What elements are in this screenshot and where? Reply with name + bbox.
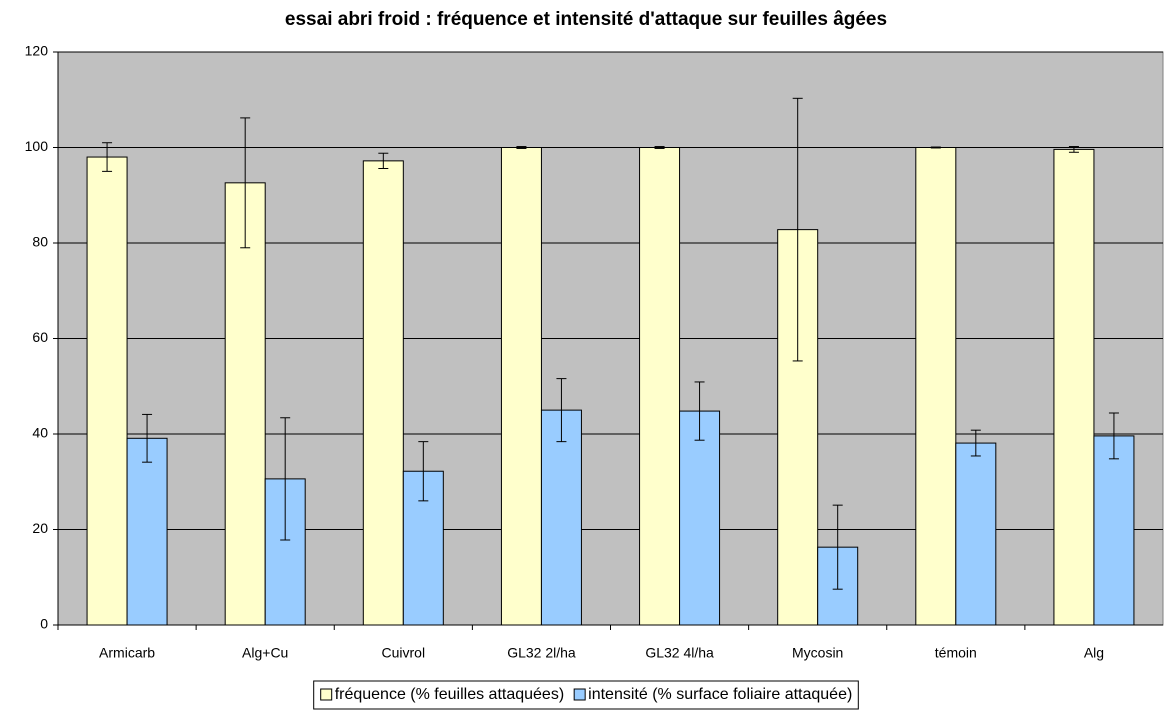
x-tick-label: GL32 2l/ha [507,645,576,661]
legend [313,680,859,710]
bar [679,410,721,626]
x-tick-label: Mycosin [792,645,843,661]
bar [1093,435,1135,626]
legend-label: fréquence (% feuilles attaquées) [335,686,564,703]
y-tick-label: 0 [40,616,48,632]
chart-title: essai abri froid : fréquence et intensit… [285,9,887,30]
y-tick-label: 100 [25,138,49,154]
x-tick-label: Alg [1084,645,1104,661]
y-tick-label: 60 [32,329,48,345]
legend-swatch [573,688,586,701]
bar [500,147,542,626]
bar [126,437,168,626]
x-tick-label: GL32 4l/ha [645,645,714,661]
x-tick-label: Armicarb [99,645,155,661]
legend-label: intensité (% surface foliaire attaquée) [588,686,852,703]
y-tick-label: 120 [25,43,49,59]
bar [1053,148,1095,626]
x-tick-label: témoin [935,645,977,661]
y-tick-label: 20 [32,520,48,536]
bar [540,409,582,626]
y-tick-label: 80 [32,234,48,250]
bar [362,160,404,626]
bar [224,182,266,626]
x-tick-label: Cuivrol [382,645,426,661]
bar [639,147,681,626]
y-tick-label: 40 [32,425,48,441]
legend-swatch [320,688,333,701]
x-tick-label: Alg+Cu [242,645,288,661]
bar [955,442,997,626]
bar [86,156,128,626]
bar [915,147,957,626]
